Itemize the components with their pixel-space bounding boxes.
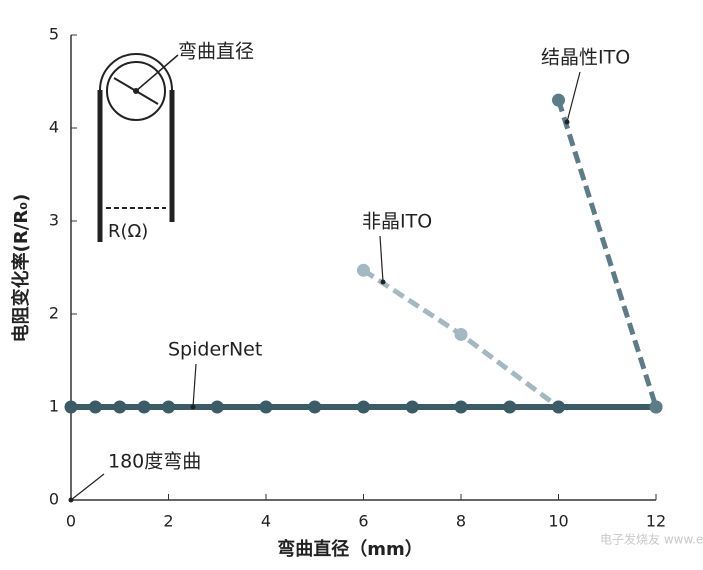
- x-tick-label: 4: [261, 512, 271, 531]
- point: [308, 400, 322, 414]
- label-leader: [192, 363, 197, 408]
- point: [259, 400, 273, 414]
- point: [552, 93, 565, 107]
- label-leader: [70, 473, 105, 501]
- point: [405, 400, 419, 414]
- point: [113, 400, 127, 414]
- point: [649, 400, 663, 414]
- leader-dot: [564, 119, 570, 125]
- x-tick-label: 2: [163, 512, 173, 531]
- y-axis-label: 电阻变化率(R/R₀): [10, 194, 32, 343]
- inset-diagram: [97, 53, 179, 242]
- series-label: SpiderNet: [168, 339, 262, 361]
- series-line: [556, 99, 659, 408]
- point: [64, 400, 78, 414]
- inset-gap-label: R(Ω): [108, 221, 148, 242]
- y-tick-label: 0: [49, 490, 59, 509]
- inset-title: 弯曲直径: [178, 41, 254, 63]
- x-tick-label: 8: [456, 512, 466, 531]
- watermark: 电子发烧友 www.elecfans.com: [600, 532, 703, 547]
- leader-dot: [380, 279, 386, 285]
- label-leader: [566, 71, 581, 123]
- y-tick-label: 4: [49, 118, 59, 137]
- series-label: 结晶性ITO: [541, 47, 630, 69]
- series-label: 非晶ITO: [362, 211, 432, 233]
- y-tick-label: 2: [49, 304, 59, 323]
- leader: [135, 54, 179, 92]
- point: [357, 400, 370, 414]
- point: [357, 263, 370, 277]
- leader-dot: [68, 497, 74, 503]
- point: [162, 400, 175, 414]
- x-tick-label: 0: [66, 512, 76, 531]
- point: [137, 400, 151, 414]
- point: [210, 400, 224, 414]
- point: [454, 400, 468, 414]
- bend-arc: [99, 53, 173, 91]
- label-leader: [379, 235, 384, 283]
- point: [88, 400, 102, 414]
- y-tick-label: 3: [49, 211, 59, 230]
- point: [552, 400, 565, 414]
- bend-circle: [106, 61, 166, 121]
- x-tick-label: 12: [646, 512, 666, 531]
- point: [454, 327, 468, 341]
- x-tick-label: 10: [548, 512, 568, 531]
- leader-dot: [190, 404, 196, 410]
- annotation: 180度弯曲: [108, 451, 201, 473]
- x-axis-label: 弯曲直径（mm）: [277, 538, 423, 560]
- x-tick-label: 6: [358, 512, 368, 531]
- point: [503, 400, 517, 414]
- y-tick-label: 5: [49, 25, 59, 44]
- y-tick-label: 1: [49, 397, 59, 416]
